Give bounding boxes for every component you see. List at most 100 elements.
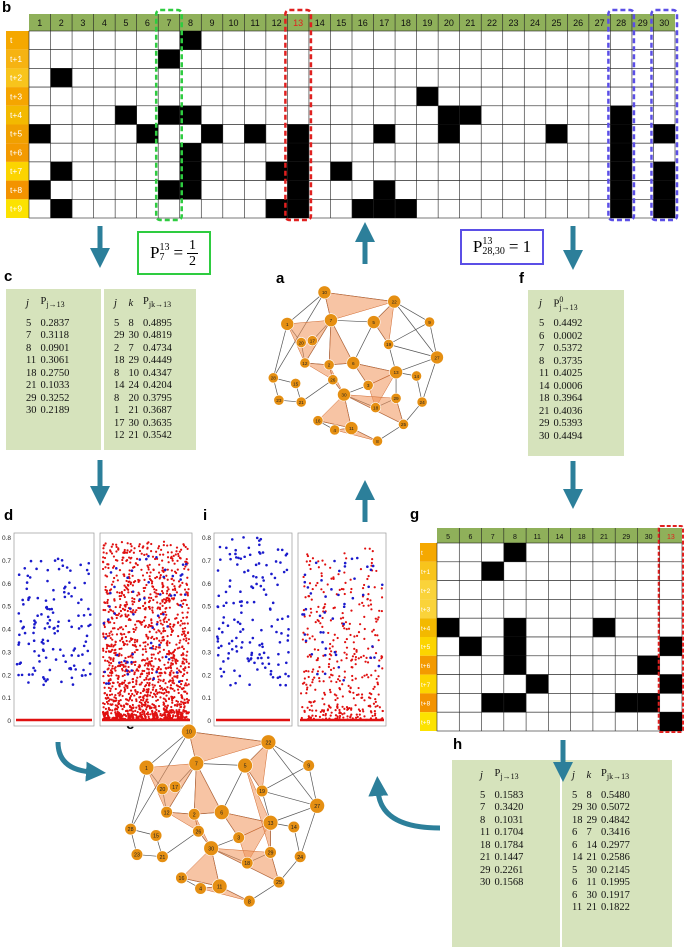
data-point	[108, 645, 111, 648]
grid-b-row-label-bg	[6, 143, 29, 162]
data-point	[250, 651, 254, 655]
data-point	[162, 707, 165, 710]
data-point	[105, 632, 108, 636]
data-point	[225, 546, 228, 550]
table-h-left-bg	[452, 760, 560, 947]
data-point	[136, 594, 139, 597]
data-point	[152, 677, 155, 681]
data-point	[84, 674, 87, 677]
data-point	[138, 666, 141, 669]
data-point	[129, 689, 133, 692]
data-point	[155, 595, 158, 598]
data-point	[286, 615, 290, 618]
data-point	[307, 670, 310, 673]
data-point	[108, 716, 111, 719]
data-point	[148, 681, 151, 685]
data-point	[125, 715, 128, 718]
data-point	[187, 631, 190, 634]
table-cell: 5	[539, 318, 545, 329]
grid-g-active-cell	[526, 674, 549, 694]
grid-b-column-label: 7	[166, 18, 171, 28]
grid-b-row-label: t+9	[10, 203, 22, 213]
data-point	[150, 550, 153, 553]
col-header-p: P	[143, 296, 149, 307]
grid-b-column-label: 3	[80, 18, 85, 28]
data-point	[179, 711, 183, 714]
data-point	[63, 595, 67, 599]
data-point	[82, 644, 86, 648]
data-point	[378, 659, 381, 662]
data-point	[121, 628, 125, 631]
table-cell: 30	[586, 889, 598, 901]
data-point	[128, 697, 132, 701]
data-point	[178, 703, 181, 706]
data-point	[261, 551, 265, 554]
data-point	[105, 694, 109, 697]
formula-green-p: P	[149, 243, 160, 262]
data-point	[107, 674, 110, 677]
data-point	[163, 601, 166, 605]
data-point	[318, 680, 321, 683]
grid-g-column-label: 6	[468, 534, 472, 541]
data-point	[187, 568, 190, 571]
data-point	[184, 599, 187, 602]
data-point	[103, 686, 106, 689]
data-point	[167, 715, 170, 718]
data-point	[338, 716, 341, 719]
data-point	[132, 612, 135, 616]
data-point	[157, 666, 160, 669]
data-point	[238, 600, 242, 604]
panel-label-g: g	[410, 506, 420, 523]
data-point	[123, 705, 126, 708]
table-cell: 0.3795	[143, 392, 172, 404]
data-point	[354, 677, 357, 680]
data-point	[143, 607, 146, 611]
data-point	[266, 656, 270, 659]
data-point	[163, 714, 167, 717]
grid-g-column-label: 13	[667, 534, 675, 541]
data-point	[50, 607, 54, 611]
data-point	[135, 706, 138, 709]
data-point	[176, 602, 179, 606]
data-point	[123, 584, 126, 587]
grid-b-row-label: t+4	[10, 110, 22, 120]
data-point	[139, 675, 142, 678]
grid-b-active-cell	[373, 124, 396, 144]
data-point	[60, 680, 63, 684]
data-point	[136, 691, 139, 694]
data-point	[255, 536, 259, 540]
data-point	[371, 714, 374, 718]
data-point	[125, 559, 128, 562]
data-point	[103, 601, 106, 604]
data-point	[118, 664, 122, 668]
data-point	[341, 695, 344, 698]
table-cell: 0.4842	[601, 814, 630, 826]
data-point	[284, 683, 288, 687]
data-point	[111, 667, 114, 670]
data-point	[163, 620, 166, 624]
data-point	[239, 557, 243, 560]
data-point	[376, 618, 379, 621]
data-point	[149, 662, 152, 666]
data-point	[344, 581, 347, 584]
data-point	[104, 659, 107, 662]
grid-g-row-label-bg	[420, 618, 437, 637]
table-cell: 8	[539, 355, 545, 367]
table-row: 5 8 0.4895	[112, 318, 174, 331]
grid-b-row-label-bg	[6, 87, 29, 106]
data-point	[114, 605, 117, 609]
data-point	[158, 630, 161, 633]
data-point	[256, 656, 260, 660]
data-point	[132, 627, 135, 631]
data-point	[134, 688, 137, 692]
data-point	[43, 627, 47, 630]
data-point	[182, 687, 185, 690]
data-point	[230, 538, 234, 541]
data-point	[65, 566, 69, 569]
data-point	[186, 711, 189, 714]
data-point	[130, 706, 133, 709]
col-header-p: P	[494, 768, 501, 779]
grid-b-column-label: 9	[210, 18, 215, 28]
col-header-p-sub: jk→13	[606, 772, 630, 782]
table-cell: 0.5393	[553, 418, 583, 429]
